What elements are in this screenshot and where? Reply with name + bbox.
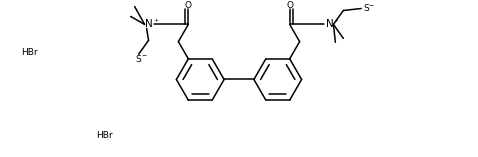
Text: N: N — [326, 19, 333, 29]
Text: +: + — [334, 18, 339, 23]
Text: −: − — [141, 53, 146, 58]
Text: O: O — [286, 1, 293, 10]
Text: +: + — [153, 18, 158, 23]
Text: O: O — [185, 1, 192, 10]
Text: HBr: HBr — [96, 131, 112, 140]
Text: −: − — [369, 2, 374, 7]
Text: HBr: HBr — [22, 48, 38, 57]
Text: S: S — [136, 55, 141, 64]
Text: N: N — [145, 19, 152, 29]
Text: S: S — [363, 4, 369, 13]
